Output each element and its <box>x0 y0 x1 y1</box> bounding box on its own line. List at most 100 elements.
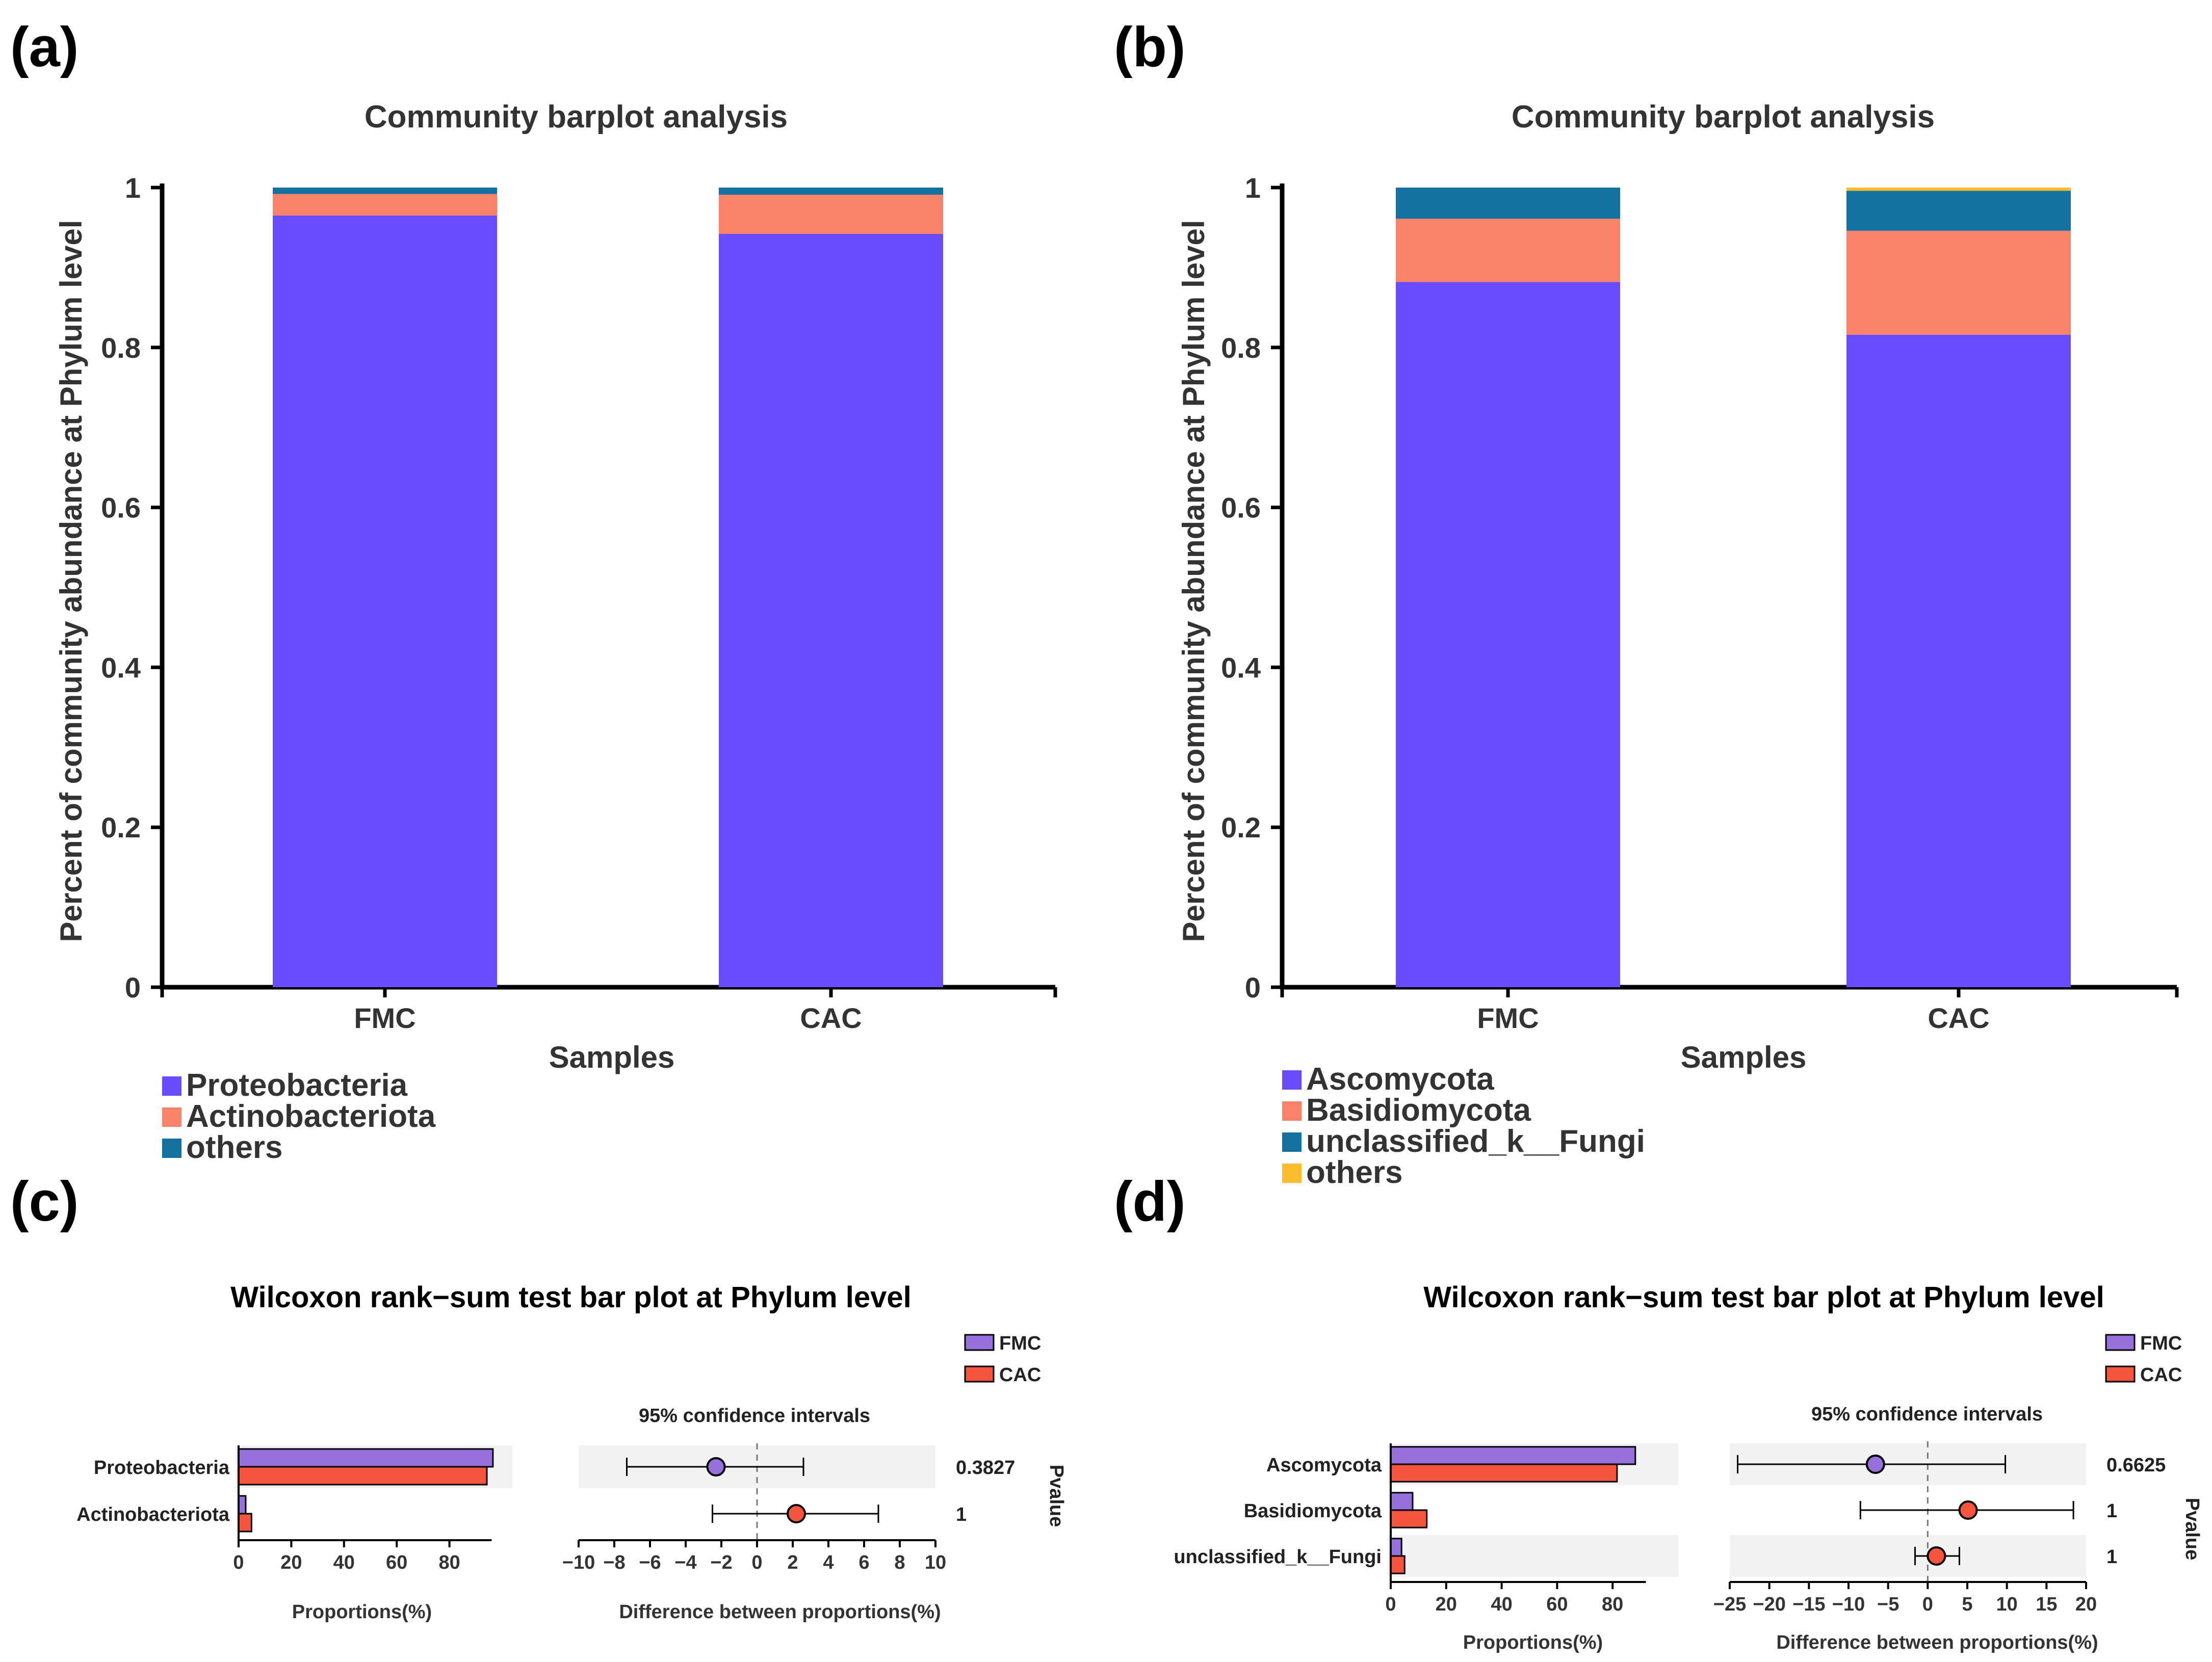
ci-point-estimate <box>706 1457 726 1476</box>
bar-segment-cac-others <box>1846 188 2071 191</box>
legend-label-fmc: FMC <box>2140 1333 2182 1354</box>
difference-tick-label: 4 <box>823 1552 834 1573</box>
difference-tick-label: −10 <box>1832 1594 1865 1615</box>
legend-swatch-actinobacteriota <box>162 1107 181 1127</box>
difference-tick-label: −15 <box>1792 1594 1825 1615</box>
proportions-tick-label: 20 <box>1436 1594 1457 1615</box>
legend-swatch-cac <box>2105 1365 2136 1383</box>
row-shade <box>1730 1535 2086 1577</box>
difference-tick-label: −5 <box>1877 1594 1899 1615</box>
proportions-tick-label: 0 <box>1385 1594 1396 1615</box>
bar-segment-cac-basidiomycota <box>1846 230 2071 335</box>
panel-c-difference-label: Difference between proportions(%) <box>619 1601 941 1623</box>
panel-d-label: (d) <box>1114 1170 1185 1233</box>
proportions-tick-label: 80 <box>438 1552 460 1573</box>
legend-label-basidiomycota: Basidiomycota <box>1306 1093 1531 1128</box>
legend-swatch-others <box>1282 1164 1302 1183</box>
difference-tick-label: 6 <box>858 1552 869 1573</box>
panel-c-ci-title: 95% confidence intervals <box>639 1405 870 1427</box>
panel-b-legend: Ascomycota Basidiomycota unclassified_k_… <box>1282 1062 1645 1190</box>
legend-label-actinobacteriota: Actinobacteriota <box>186 1099 436 1134</box>
panel-b-y-axis-label: Percent of community abundance at Phylum… <box>1177 220 1211 942</box>
legend-swatch-fmc <box>2105 1334 2136 1351</box>
bar-segment-cac-ascomycota <box>1846 334 2071 987</box>
y-tick-label: 0.4 <box>101 651 141 683</box>
legend-label-cac: CAC <box>999 1364 1041 1386</box>
ci-point-estimate <box>787 1504 806 1523</box>
category-label: Ascomycota <box>1266 1455 1382 1476</box>
legend-swatch-proteobacteria <box>162 1076 181 1096</box>
difference-tick-label: 2 <box>787 1552 798 1573</box>
pvalue-text: 1 <box>2106 1546 2117 1568</box>
legend-swatch-others <box>162 1139 181 1158</box>
bar-segment-fmc-proteobacteria <box>273 215 497 987</box>
difference-tick-label: −6 <box>639 1552 661 1573</box>
legend-swatch-ascomycota <box>1282 1070 1302 1090</box>
panel-c-pvalue-label: Pvalue <box>1046 1465 1067 1527</box>
panel-c-title: Wilcoxon rank−sum test bar plot at Phylu… <box>230 1281 911 1314</box>
difference-tick-label: −4 <box>674 1552 696 1573</box>
panel-a-plot-area: 0 0.2 0.4 0.6 0.8 1 FMC CAC <box>101 172 1057 1034</box>
row-shade <box>1388 1535 1678 1577</box>
panel-c-legend: FMC CAC <box>964 1333 1041 1386</box>
panel-c-label: (c) <box>10 1170 79 1233</box>
panel-d-title: Wilcoxon rank−sum test bar plot at Phylu… <box>1423 1281 2104 1314</box>
panel-d-proportions-label: Proportions(%) <box>1463 1632 1603 1653</box>
panel-a-label: (a) <box>10 16 79 78</box>
legend-label-others: others <box>186 1130 282 1165</box>
difference-tick-label: 0 <box>751 1552 762 1573</box>
ci-point-estimate <box>1927 1546 1946 1566</box>
panel-d-ci-title: 95% confidence intervals <box>1811 1404 2043 1425</box>
x-tick-label: CAC <box>1928 1002 1989 1034</box>
panel-c: (c) Wilcoxon rank−sum test bar plot at P… <box>10 1170 1067 1623</box>
bar-fmc-ascomycota <box>1390 1446 1636 1465</box>
y-tick-label: 0.8 <box>1221 332 1261 364</box>
ci-point-estimate <box>1958 1500 1978 1520</box>
panel-d-pvalue-label: Pvalue <box>2181 1498 2203 1561</box>
panel-d: (d) Wilcoxon rank−sum test bar plot at P… <box>1114 1170 2203 1653</box>
bar-segment-fmc-ascomycota <box>1396 282 1620 987</box>
panel-b-plot-area: 0 0.2 0.4 0.6 0.8 1 FMC CAC <box>1221 172 2179 1034</box>
y-tick-label: 0.2 <box>101 811 141 843</box>
panel-a: (a) Community barplot analysis Percent o… <box>10 16 1057 1165</box>
pvalue-text: 0.3827 <box>956 1457 1015 1479</box>
category-label: Actinobacteriota <box>76 1504 230 1525</box>
ci-point-estimate <box>1865 1455 1885 1474</box>
legend-label-unclassified-fungi: unclassified_k__Fungi <box>1306 1124 1645 1159</box>
difference-tick-label: −10 <box>562 1552 595 1573</box>
panel-b-x-axis-label: Samples <box>1681 1040 1807 1074</box>
bar-fmc-basidiomycota <box>1390 1492 1414 1511</box>
bar-segment-fmc-others <box>273 188 497 194</box>
legend-label-others: others <box>1306 1155 1402 1190</box>
panel-c-proportions-label: Proportions(%) <box>292 1601 432 1623</box>
panel-d-difference-label: Difference between proportions(%) <box>1776 1632 2098 1653</box>
y-tick-label: 1 <box>1245 172 1261 204</box>
y-tick-label: 0.2 <box>1221 811 1261 843</box>
bar-segment-fmc-unclassified-k-fungi <box>1396 188 1620 219</box>
y-tick-label: 0 <box>125 971 141 1004</box>
difference-tick-label: 8 <box>894 1552 905 1573</box>
panel-d-legend: FMC CAC <box>2105 1333 2182 1386</box>
proportions-tick-label: 60 <box>1546 1594 1568 1615</box>
x-tick-label: FMC <box>354 1002 415 1034</box>
bar-fmc-proteobacteria <box>238 1448 494 1468</box>
pvalue-text: 1 <box>956 1504 967 1525</box>
difference-tick-label: 15 <box>2036 1594 2057 1615</box>
bar-fmc-unclassified-k-fungi <box>1390 1538 1402 1557</box>
difference-tick-label: 10 <box>1996 1594 2018 1615</box>
bar-segment-cac-others <box>719 188 943 195</box>
panel-d-plot-area: Ascomycota Basidiomycota unclassified_k__F… <box>1174 1441 2166 1615</box>
x-tick-label: CAC <box>800 1002 862 1034</box>
bar-segment-cac-actinobacteriota <box>719 195 943 234</box>
y-tick-label: 0.6 <box>101 492 141 524</box>
legend-label-proteobacteria: Proteobacteria <box>186 1068 408 1103</box>
legend-swatch-cac <box>964 1365 995 1383</box>
category-label: Proteobacteria <box>94 1457 230 1479</box>
y-tick-label: 0 <box>1245 971 1261 1004</box>
proportions-tick-label: 20 <box>280 1552 302 1573</box>
bar-fmc-actinobacteriota <box>238 1495 247 1515</box>
pvalue-text: 1 <box>2106 1500 2117 1522</box>
panel-a-x-axis-label: Samples <box>549 1040 675 1074</box>
legend-swatch-unclassified-fungi <box>1282 1132 1302 1152</box>
